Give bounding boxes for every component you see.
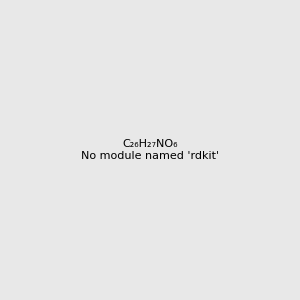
Text: C₂₆H₂₇NO₆
No module named 'rdkit': C₂₆H₂₇NO₆ No module named 'rdkit' bbox=[81, 139, 219, 161]
